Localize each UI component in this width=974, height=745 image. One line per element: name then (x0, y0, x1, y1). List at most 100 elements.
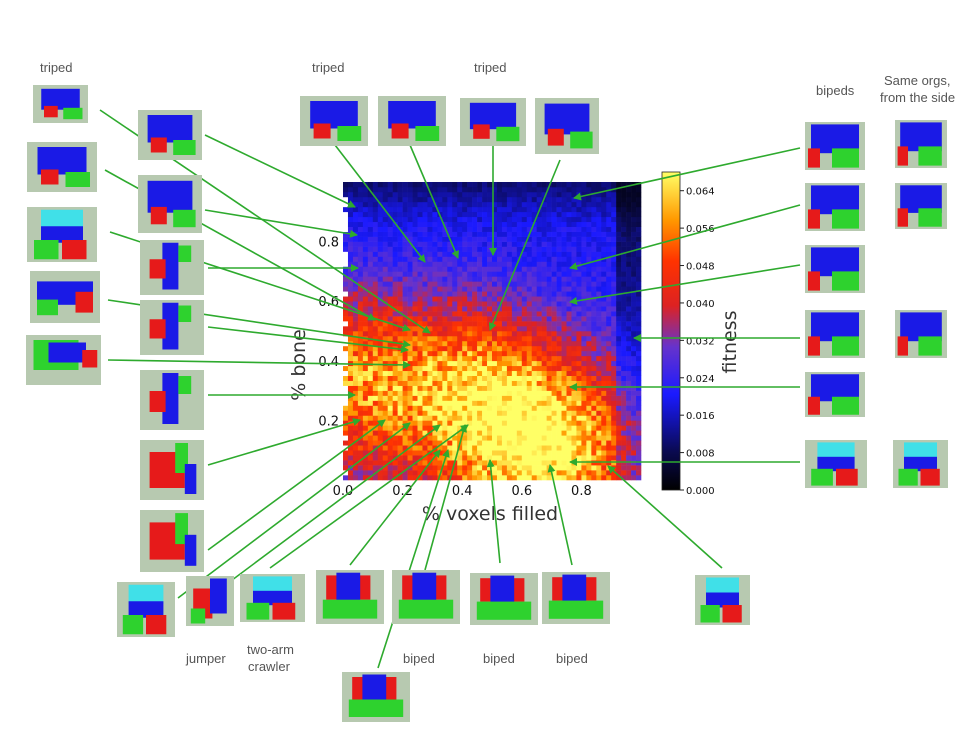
heatmap-cell (586, 236, 592, 242)
heatmap-cell (442, 420, 448, 426)
heatmap-cell (571, 331, 577, 337)
heatmap-cell (462, 216, 468, 223)
heatmap-cell (407, 355, 413, 362)
heatmap-cell (571, 326, 577, 332)
heatmap-cell (611, 231, 617, 237)
robot-thumbnail (300, 96, 368, 146)
heatmap-cell (382, 340, 388, 347)
heatmap-cell (343, 385, 349, 391)
heatmap-cell (362, 395, 369, 401)
heatmap-cell (352, 350, 359, 357)
heatmap-cell (536, 415, 542, 421)
heatmap-cell (357, 405, 364, 411)
heatmap-cell (536, 311, 542, 317)
heatmap-cell (357, 182, 364, 188)
heatmap-cell (482, 390, 488, 396)
heatmap-cell (531, 455, 537, 461)
heatmap-cell (447, 385, 453, 391)
heatmap-cell (521, 316, 528, 322)
heatmap-cell (496, 191, 503, 198)
voxel-muscle-a (272, 602, 296, 620)
heatmap-cell (541, 380, 547, 386)
heatmap-cell (521, 390, 528, 396)
heatmap-cell (412, 415, 418, 421)
heatmap-cell (601, 306, 607, 312)
heatmap-cell (467, 296, 473, 302)
heatmap-cell (566, 365, 572, 372)
heatmap-cell (462, 455, 468, 461)
heatmap-cell (472, 266, 478, 272)
heatmap-cell (367, 420, 374, 426)
heatmap-cell (561, 370, 567, 376)
heatmap-cell (427, 420, 433, 426)
heatmap-cell (586, 445, 592, 451)
heatmap-cell (576, 321, 582, 327)
heatmap-cell (506, 201, 513, 208)
heatmap-cell (571, 415, 577, 421)
x-tick-label: 0.0 (333, 484, 354, 499)
heatmap-cell (367, 226, 374, 232)
heatmap-cell (551, 296, 557, 302)
heatmap-cell (531, 311, 537, 317)
heatmap-cell (506, 206, 513, 213)
heatmap-cell (397, 301, 403, 307)
heatmap-cell (477, 425, 483, 431)
heatmap-cell (447, 316, 453, 322)
heatmap-cell (616, 186, 622, 193)
heatmap-cell (511, 231, 518, 237)
heatmap-cell (412, 221, 418, 227)
heatmap-cell (586, 281, 592, 287)
heatmap-cell (362, 350, 369, 357)
annotation-arrow (377, 449, 450, 669)
heatmap-cell (536, 395, 542, 401)
heatmap-cell (561, 182, 567, 188)
heatmap-cell (576, 231, 582, 237)
heatmap-cell (506, 440, 513, 446)
heatmap-cell (596, 281, 602, 287)
heatmap-cell (407, 450, 413, 456)
heatmap-cell (631, 405, 637, 411)
heatmap-cell (626, 380, 632, 386)
heatmap-cell (477, 400, 483, 406)
heatmap-cell (343, 256, 349, 262)
heatmap-cell (432, 221, 438, 227)
heatmap-cell (427, 236, 433, 242)
heatmap-cell (611, 425, 617, 431)
heatmap-cell (636, 261, 642, 267)
heatmap-cell (576, 211, 582, 218)
heatmap-cell (616, 281, 622, 287)
heatmap-cell (611, 296, 617, 302)
heatmap-cell (457, 385, 463, 391)
heatmap-cell (591, 231, 597, 237)
heatmap-cell (586, 365, 592, 372)
heatmap-cell (422, 331, 428, 337)
heatmap-cell (621, 271, 627, 277)
heatmap-cell (586, 350, 592, 357)
heatmap-cell (551, 196, 557, 203)
heatmap-cell (417, 340, 423, 347)
heatmap-cell (531, 335, 537, 342)
heatmap-cell (397, 465, 403, 471)
heatmap-cell (347, 261, 354, 267)
heatmap-cell (492, 301, 498, 307)
heatmap-cell (442, 435, 448, 441)
heatmap-cell (387, 251, 393, 257)
heatmap-cell (447, 261, 453, 267)
heatmap-cell (541, 460, 547, 466)
heatmap-cell (347, 286, 354, 292)
heatmap-cell (397, 286, 403, 292)
heatmap-cell (487, 410, 493, 416)
heatmap-cell (526, 355, 533, 362)
heatmap-cell (492, 261, 498, 267)
heatmap-cell (566, 355, 572, 362)
label-triped-left: triped (40, 60, 73, 75)
heatmap-cell (586, 355, 592, 362)
heatmap-cell (407, 241, 413, 247)
heatmap-cell (506, 335, 513, 342)
heatmap-cell (382, 231, 388, 237)
heatmap-cell (357, 380, 364, 386)
heatmap-cell (521, 350, 528, 357)
heatmap-cell (556, 405, 562, 411)
heatmap-cell (576, 186, 582, 193)
heatmap-cell (412, 470, 418, 476)
